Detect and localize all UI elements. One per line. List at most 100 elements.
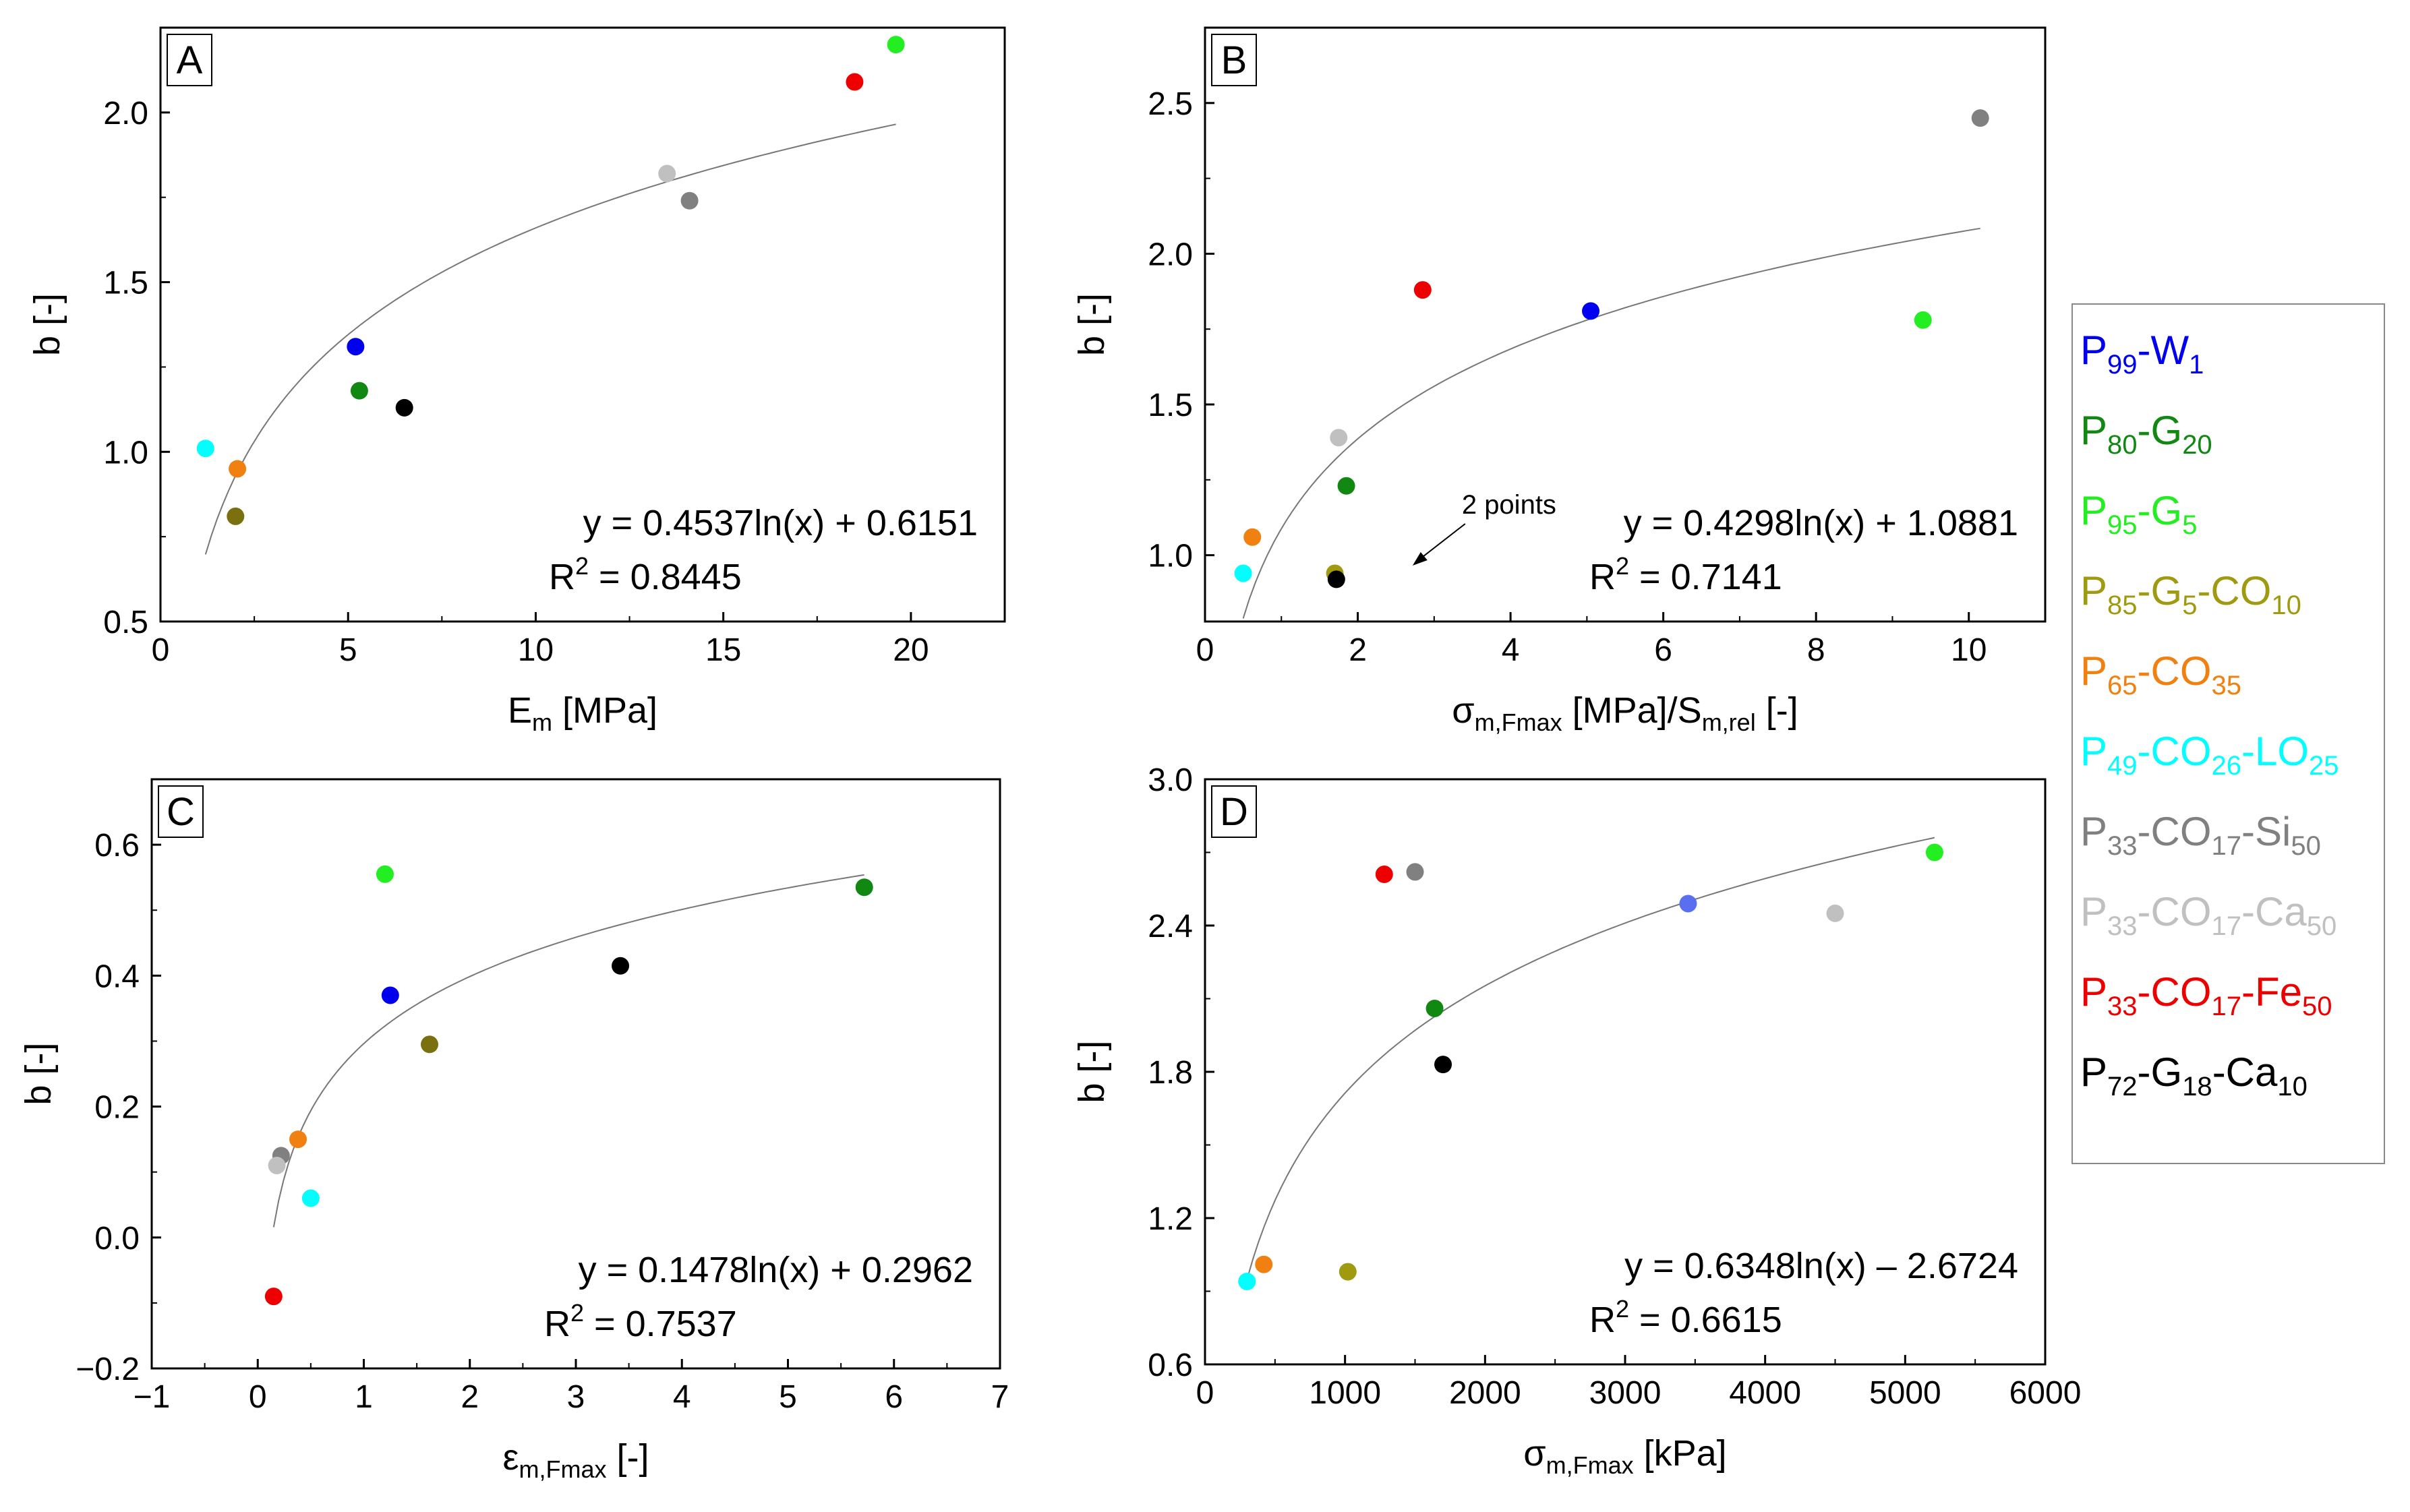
y-tick-label: 2.0: [103, 96, 148, 131]
x-tick-label: 4: [673, 1379, 691, 1415]
legend-subscript: 10: [2277, 1072, 2308, 1101]
x-tick-label: 6000: [2009, 1375, 2082, 1411]
point-p85-g5-co10: [227, 507, 245, 525]
y-tick-label: 0.0: [94, 1221, 140, 1257]
legend-subscript: 17: [2212, 992, 2242, 1021]
x-tick-label: 3000: [1589, 1375, 1662, 1411]
x-tick-label: 10: [1951, 632, 1987, 668]
legend-subscript: 85: [2107, 591, 2138, 620]
legend-text: -Ca: [2241, 889, 2307, 934]
legend-item-p33-co17-si50: P33-CO17-Si50: [2080, 809, 2321, 861]
point-p65-co35: [1243, 528, 1262, 546]
panel-label: B: [1221, 38, 1247, 82]
y-tick-label: 0.5: [103, 605, 148, 640]
point-p49-co26-lo25: [196, 440, 214, 458]
x-axis-label-main: σ: [1452, 690, 1474, 731]
x-tick-label: 2: [1349, 632, 1367, 668]
point-p33-co17-fe50: [1413, 281, 1432, 299]
x-tick-label: 1: [355, 1379, 373, 1415]
x-axis-label-main: E: [508, 690, 532, 731]
r-squared-label: R: [1589, 1300, 1616, 1340]
r-squared-sup: 2: [1616, 1295, 1629, 1323]
point-p72-g18-ca10: [612, 957, 630, 975]
legend-subscript: 17: [2212, 911, 2242, 941]
x-axis-label: Em [MPa]: [508, 690, 657, 736]
x-axis-label-main: σ: [1523, 1433, 1546, 1474]
fit-equation: y = 0.1478ln(x) + 0.2962: [579, 1250, 973, 1290]
y-tick-label: 1.0: [1148, 539, 1193, 574]
r-squared-sup: 2: [1616, 552, 1629, 580]
y-tick-label: 1.0: [103, 435, 148, 471]
fit-equation: y = 0.4537ln(x) + 0.6151: [583, 503, 978, 543]
legend-subscript: 80: [2107, 430, 2138, 460]
legend-text: P: [2080, 729, 2107, 774]
legend-subscript: 35: [2212, 671, 2242, 700]
legend-text: -G: [2138, 568, 2183, 613]
x-tick-label: 0: [249, 1379, 267, 1415]
legend-item-p95-g5: P95-G5: [2080, 488, 2197, 540]
legend-text: P: [2080, 568, 2107, 613]
y-axis-label: b [-]: [1071, 1040, 1112, 1103]
point-p95-g5: [376, 865, 394, 883]
fit-curve: [1242, 227, 1980, 619]
y-tick-label: 0.6: [1148, 1348, 1193, 1383]
legend-subscript: 72: [2107, 1072, 2138, 1101]
legend-subscript: 20: [2182, 430, 2212, 460]
panel-label: D: [1220, 790, 1248, 834]
r-squared-value: = 0.6615: [1629, 1300, 1782, 1340]
x-axis-label-tail2: [-]: [1756, 690, 1798, 731]
fit-curve: [272, 874, 864, 1228]
legend-text: P: [2080, 1050, 2107, 1095]
x-tick-label: 0: [152, 632, 170, 668]
legend-item-p33-co17-fe50: P33-CO17-Fe50: [2080, 969, 2332, 1021]
x-axis-label-sub: m,Fmax: [1546, 1451, 1634, 1479]
point-p49-co26-lo25: [1238, 1273, 1256, 1291]
legend-text: P: [2080, 969, 2107, 1015]
legend-subscript: 26: [2212, 751, 2242, 781]
y-tick-label: 2.5: [1148, 86, 1193, 122]
legend-subscript: 5: [2182, 510, 2197, 540]
x-tick-label: 6: [885, 1379, 903, 1415]
legend-item-p65-co35: P65-CO35: [2080, 648, 2241, 700]
point-p80-g20: [855, 878, 873, 897]
point-p33-co17-ca50: [1826, 904, 1844, 922]
legend-subscript: 18: [2182, 1072, 2212, 1101]
x-tick-label: 6: [1654, 632, 1672, 668]
r-squared-label: R: [544, 1304, 570, 1344]
legend-subscript: 17: [2212, 831, 2242, 861]
x-axis-label-sub: m,Fmax: [519, 1455, 607, 1483]
y-axis-label: b [-]: [27, 293, 67, 356]
point-p33-co17-ca50: [268, 1156, 286, 1174]
point-p99-w1: [1679, 895, 1697, 913]
panel-a: 0 5 10 15 20 0.5 1.0 1.5 2.0 Em [MPa] b [-] Ay = 0.…: [27, 26, 1006, 736]
legend-item-p85-g5-co10: P85-G5-CO10: [2080, 568, 2301, 620]
legend-subscript: 5: [2182, 591, 2197, 620]
panel-label-box: [167, 34, 212, 86]
y-tick-label: 0.6: [94, 828, 140, 864]
legend: P99-W1P80-G20P95-G5P85-G5-CO10P65-CO35P4…: [2071, 303, 2385, 1164]
legend-box: [2071, 303, 2385, 1164]
annotation-arrowhead: [1412, 552, 1428, 566]
legend-item-p72-g18-ca10: P72-G18-Ca10: [2080, 1050, 2308, 1101]
y-tick-label: 1.2: [1148, 1201, 1193, 1237]
y-tick-label: 1.5: [103, 266, 148, 301]
point-p80-g20: [1337, 477, 1355, 495]
point-p65-co35: [229, 460, 247, 478]
y-tick-label: 2.0: [1148, 237, 1193, 272]
legend-subscript: 33: [2107, 831, 2138, 861]
point-p95-g5: [887, 36, 905, 54]
plot-frame: [1204, 26, 2047, 623]
fit-equation: y = 0.6348ln(x) – 2.6724: [1624, 1246, 2018, 1286]
r-squared-value: = 0.8445: [589, 557, 742, 597]
x-axis-label: σm,Fmax [kPa]: [1523, 1433, 1726, 1479]
legend-item-p80-g20: P80-G20: [2080, 408, 2212, 460]
panel-label-box: [1211, 785, 1257, 838]
x-axis-label-main: ε: [502, 1437, 519, 1478]
x-tick-label: 5: [779, 1379, 797, 1415]
fit-curve: [204, 123, 896, 555]
point-p65-co35: [289, 1130, 307, 1149]
legend-subscript: 33: [2107, 911, 2138, 941]
point-p33-co17-si50: [1406, 863, 1424, 881]
y-axis-label: b [-]: [18, 1042, 59, 1105]
point-p33-co17-fe50: [264, 1288, 283, 1306]
